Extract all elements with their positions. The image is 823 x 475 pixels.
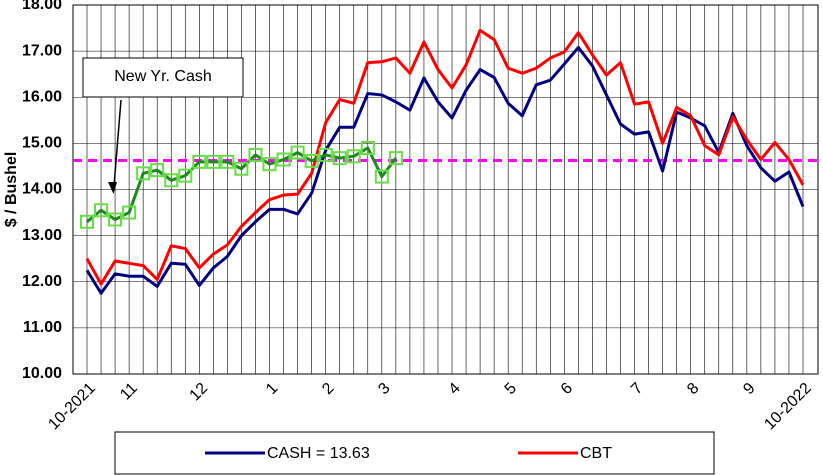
x-tick-label: 8	[684, 380, 702, 398]
legend-label: CASH = 13.63	[267, 445, 370, 462]
marker	[220, 154, 235, 169]
y-tick-label: 18.00	[22, 0, 62, 13]
series-line	[85, 45, 805, 295]
arrow-head	[108, 182, 117, 194]
marker	[150, 163, 165, 178]
x-tick-label: 1	[263, 380, 281, 398]
legend-label: CBT	[580, 445, 612, 462]
marker	[192, 154, 207, 169]
marker	[304, 153, 319, 168]
marker	[80, 214, 94, 229]
marker	[360, 140, 375, 155]
x-tick-label: 10-2021	[45, 380, 99, 434]
marker	[122, 205, 137, 220]
series-line	[86, 146, 398, 223]
x-tick-label: 9	[740, 380, 758, 398]
marker	[276, 152, 291, 167]
marker	[234, 161, 249, 176]
x-tick-label: 10-2022	[761, 380, 815, 434]
x-tick-label: 11	[117, 380, 141, 404]
x-tick-label: 6	[558, 380, 576, 398]
marker	[136, 166, 151, 181]
marker	[248, 147, 263, 162]
marker	[332, 151, 347, 166]
marker	[388, 151, 403, 166]
annotation-box	[82, 57, 244, 98]
y-tick-label: 17.00	[22, 42, 62, 59]
y-tick-label: 14.00	[22, 181, 62, 198]
legend-box	[114, 431, 715, 475]
marker	[108, 212, 123, 227]
y-tick-label: 13.00	[22, 227, 62, 244]
y-tick-label: 15.00	[22, 135, 62, 152]
marker	[94, 203, 109, 218]
y-tick-label: 12.00	[22, 273, 62, 290]
annotation: New Yr. Cash	[114, 68, 212, 85]
plot-border	[72, 4, 819, 375]
x-tick-label: 12	[187, 380, 212, 405]
marker	[290, 145, 305, 160]
series-line	[85, 28, 805, 286]
marker	[164, 173, 179, 188]
x-tick-label: 2	[319, 380, 337, 398]
marker	[206, 154, 221, 169]
y-axis-label: $ / Bushel	[3, 152, 20, 228]
y-tick-label: 10.00	[22, 365, 62, 382]
marker	[178, 168, 193, 183]
marker	[346, 149, 361, 164]
annotation-arrow	[113, 99, 122, 187]
marker	[262, 157, 277, 172]
y-tick-label: 16.00	[22, 88, 62, 105]
marker	[374, 169, 389, 184]
marker	[318, 147, 333, 162]
x-tick-label: 7	[628, 380, 646, 398]
x-tick-label: 5	[502, 380, 520, 398]
x-tick-label: 4	[446, 380, 464, 398]
x-tick-label: 3	[375, 380, 393, 398]
y-tick-label: 11.00	[23, 319, 62, 336]
